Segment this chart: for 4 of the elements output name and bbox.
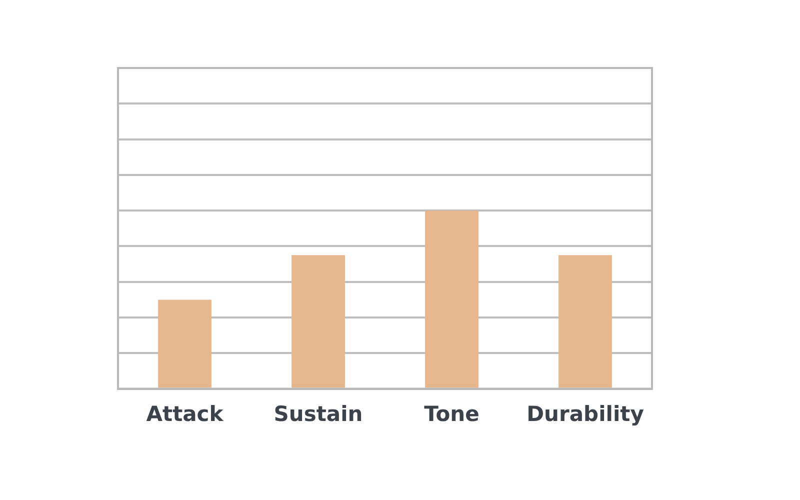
- x-tick-label: Tone: [424, 402, 480, 426]
- x-tick-label: Durability: [526, 402, 644, 426]
- x-tick-label: Attack: [146, 402, 224, 426]
- x-tick-label: Sustain: [274, 402, 363, 426]
